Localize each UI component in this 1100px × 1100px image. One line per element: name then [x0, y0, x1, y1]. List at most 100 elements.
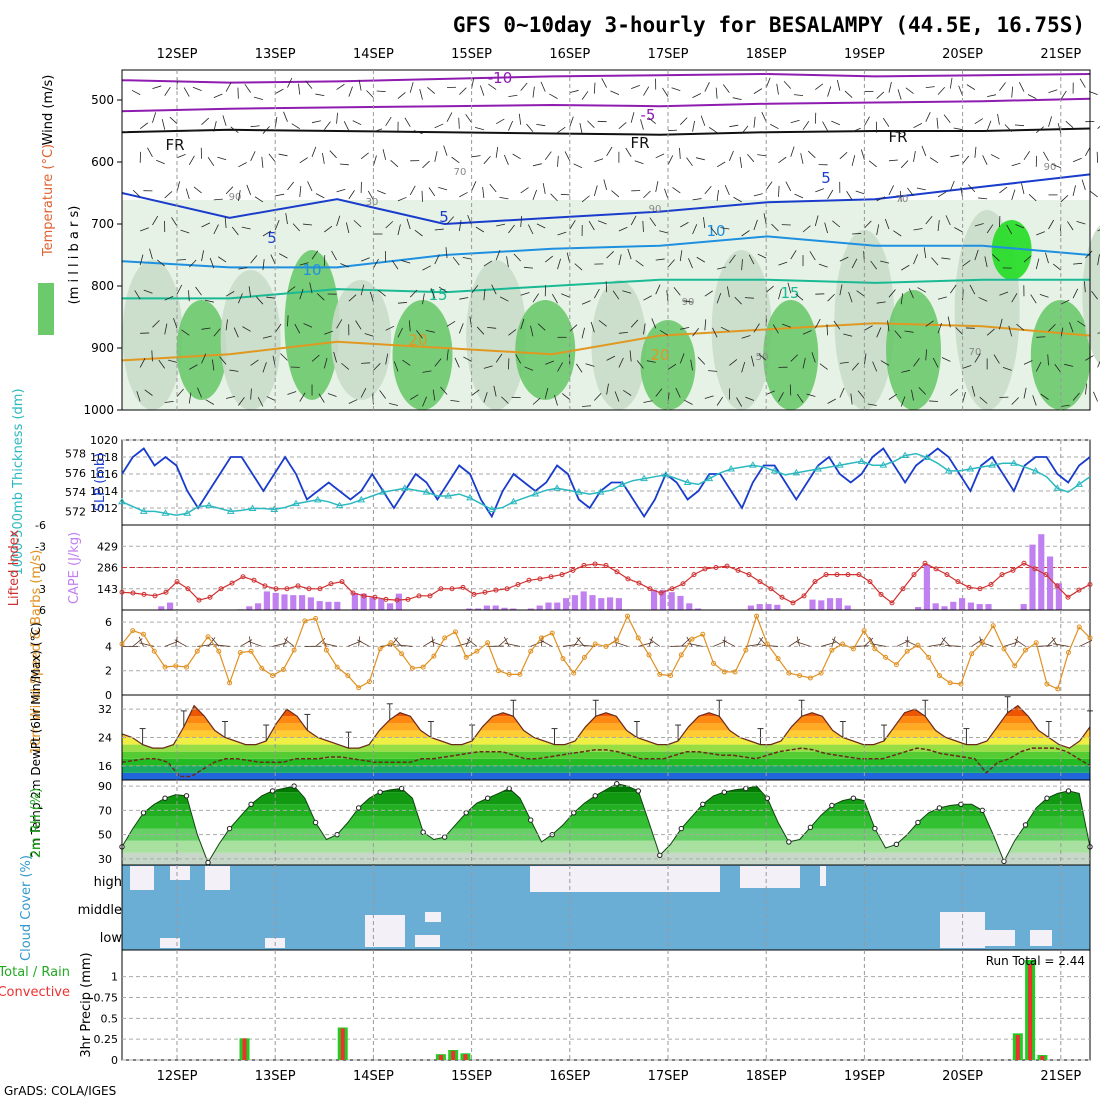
cape-tick: 286 — [97, 562, 118, 575]
wind-barb — [569, 89, 579, 93]
wind-barb — [503, 636, 510, 647]
wind-barb — [544, 387, 549, 399]
li-marker — [284, 586, 290, 592]
rh-marker — [528, 817, 534, 823]
wind-barb — [868, 160, 877, 168]
wind-barb — [892, 130, 902, 135]
wind-barb — [530, 325, 534, 337]
wind-barb — [1048, 323, 1056, 332]
wind-barb — [1072, 392, 1080, 401]
wind-tick: 0 — [105, 689, 112, 702]
wind-barb — [1097, 229, 1100, 232]
cape-bar — [290, 595, 297, 610]
contour-label: 20 — [650, 346, 669, 364]
temp-band — [122, 772, 1090, 780]
li-marker — [427, 593, 433, 599]
wind-barb — [207, 157, 215, 167]
wind-marker — [334, 664, 340, 670]
li-marker — [636, 580, 642, 586]
wind-barb — [982, 155, 988, 165]
wind-marker — [345, 673, 351, 679]
wind-barb — [901, 264, 910, 271]
wind-barb — [778, 392, 784, 402]
rh-tick: 90 — [98, 780, 112, 793]
wind-barb — [471, 181, 477, 192]
wind-barb — [183, 87, 190, 97]
wind-barb — [704, 395, 714, 399]
wind-barb — [839, 387, 845, 398]
wind-barb — [729, 254, 736, 264]
wind-marker — [1001, 646, 1007, 652]
wind-barb — [397, 224, 401, 236]
wind-barb — [741, 230, 750, 237]
date-label-top: 13SEP — [255, 47, 296, 62]
rh-marker — [936, 805, 943, 811]
wind-barb — [152, 112, 157, 123]
wind-marker — [495, 668, 501, 674]
wind-barb — [311, 250, 319, 260]
wind-barb — [925, 215, 933, 225]
rh-marker — [162, 795, 168, 801]
wind-barb — [796, 393, 804, 403]
wind-barb — [1097, 254, 1100, 266]
wind-barb — [573, 163, 583, 169]
wind-marker — [194, 648, 200, 654]
wind-barb — [476, 326, 485, 335]
wind-barb — [434, 358, 442, 367]
date-axes: 12SEP 12SEP 13SEP 13SEP 14SEP 14SEP 15SEP 15SEP… — [157, 47, 1082, 1084]
wind-marker — [979, 640, 985, 646]
wind-barb — [422, 396, 427, 407]
rh-marker — [248, 801, 254, 807]
wind-barb — [880, 360, 890, 366]
wind-barb — [287, 77, 293, 88]
wind-barb — [139, 357, 146, 368]
wind-marker — [388, 640, 394, 646]
wind-barb — [931, 257, 939, 266]
wind-barb — [900, 293, 904, 305]
wind-barb — [489, 183, 497, 193]
li-marker — [493, 587, 499, 593]
thickness-marker — [901, 451, 909, 459]
contour-label: 10 — [302, 261, 321, 279]
wind-barb — [836, 79, 841, 91]
wind-barb — [876, 327, 882, 338]
wind-barb — [1079, 78, 1086, 88]
wind-barb — [593, 185, 598, 197]
wind-barb — [649, 217, 657, 227]
wind-barb — [867, 403, 877, 406]
thickness-marker — [814, 465, 822, 472]
wind-barb — [851, 258, 858, 269]
wind-barb — [765, 285, 774, 293]
li-marker — [405, 596, 411, 602]
wind-marker — [775, 656, 781, 662]
wind-barb — [974, 146, 977, 158]
temp-tick: 16 — [98, 760, 112, 773]
cape-bar — [941, 606, 948, 610]
wind-barb — [1084, 281, 1086, 293]
wind-barb — [772, 324, 779, 334]
li-marker — [328, 581, 334, 587]
rh-swatch — [38, 283, 54, 335]
wind-barb — [839, 284, 843, 296]
li-marker — [119, 589, 125, 595]
wind-barb — [913, 254, 918, 265]
ylabel-temp: 2m Temp 2m DewPt (6hr Min/Max) (°C) — [29, 622, 43, 857]
wind-barb — [671, 87, 681, 91]
wind-barb — [1011, 162, 1021, 167]
wind-barb — [434, 254, 440, 265]
wind-barb — [495, 146, 499, 158]
date-label-top: 17SEP — [648, 47, 689, 62]
wind-barb — [446, 216, 455, 225]
wind-barb — [888, 159, 898, 162]
cloud-patch — [170, 866, 190, 880]
wind-marker — [270, 673, 276, 679]
wind-barb — [687, 642, 703, 647]
wind-tick: 6 — [105, 616, 112, 629]
li-marker — [779, 594, 785, 600]
date-label-bottom: 16SEP — [549, 1069, 590, 1084]
cape-bar — [695, 608, 702, 610]
pressure-tick-label: 800 — [91, 279, 114, 293]
wind-barb — [450, 399, 460, 402]
wind-marker — [463, 654, 469, 660]
wind-barb — [636, 360, 644, 369]
